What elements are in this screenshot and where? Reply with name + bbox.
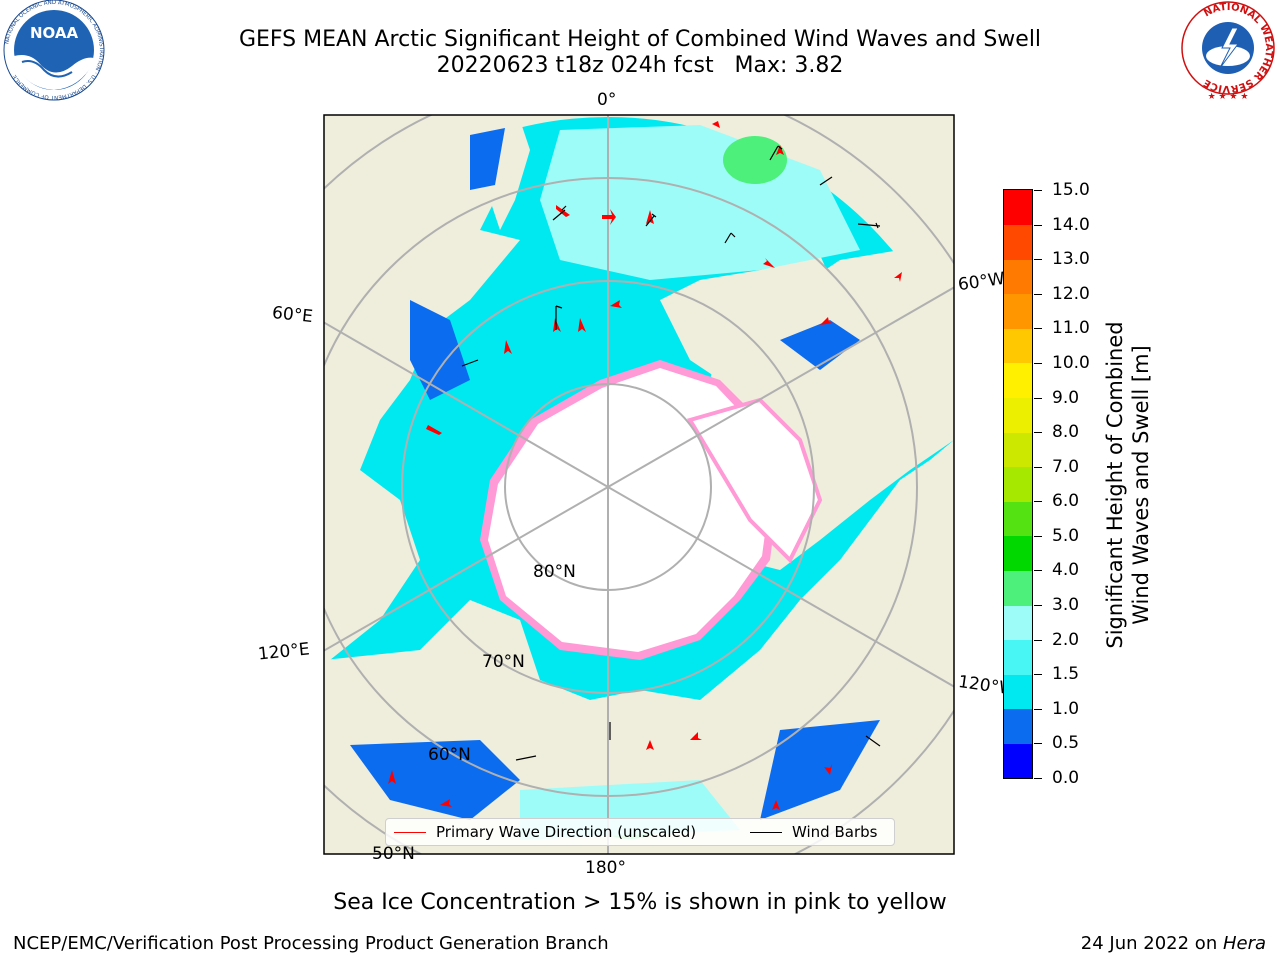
colorbar-title: Significant Height of Combined Wind Wave… bbox=[1102, 275, 1154, 695]
colorbar-tick bbox=[1034, 743, 1042, 745]
colorbar-band bbox=[1004, 639, 1032, 675]
label-lat-70: 70°N bbox=[482, 652, 525, 672]
colorbar-tick-label: 12.0 bbox=[1052, 283, 1090, 304]
colorbar-band bbox=[1004, 190, 1032, 226]
colorbar-tick bbox=[1034, 224, 1042, 226]
noaa-logo-text: NOAA bbox=[30, 24, 79, 42]
colorbar-tick bbox=[1034, 605, 1042, 607]
footer-system: Hera bbox=[1222, 933, 1266, 954]
colorbar-band bbox=[1004, 328, 1032, 364]
colorbar-tick-label: 3.0 bbox=[1052, 595, 1080, 616]
wave-field-low-1 bbox=[470, 128, 505, 190]
noaa-logo: NOAA NATIONAL OCEANIC AND ATMOSPHERIC AD… bbox=[3, 0, 105, 101]
wave-field-high-1 bbox=[723, 136, 787, 184]
footer-date: 24 Jun 2022 on Hera bbox=[1081, 933, 1266, 954]
colorbar-band bbox=[1004, 224, 1032, 260]
wave-direction-arrows bbox=[388, 121, 902, 810]
colorbar-band bbox=[1004, 674, 1032, 710]
colorbar-tick-label: 6.0 bbox=[1052, 491, 1080, 512]
colorbar-band bbox=[1004, 708, 1032, 744]
graticule bbox=[324, 115, 954, 854]
land-greenland bbox=[660, 255, 840, 380]
colorbar-tick bbox=[1034, 674, 1042, 676]
colorbar-band bbox=[1004, 501, 1032, 537]
colorbar-tick bbox=[1034, 259, 1042, 261]
colorbar-tick bbox=[1034, 293, 1042, 295]
colorbar-tick bbox=[1034, 639, 1042, 641]
colorbar-tick bbox=[1034, 328, 1042, 330]
colorbar-band bbox=[1004, 397, 1032, 433]
colorbar-tick-label: 5.0 bbox=[1052, 525, 1080, 546]
label-lat-80: 80°N bbox=[533, 562, 576, 582]
label-lon-180: 180° bbox=[585, 858, 626, 878]
label-lon-60e: 60°E bbox=[271, 302, 314, 328]
colorbar-band bbox=[1004, 605, 1032, 641]
footer-date-text: 24 Jun 2022 on bbox=[1080, 933, 1223, 954]
label-lon-0: 0° bbox=[597, 90, 617, 110]
wave-field-low-2 bbox=[410, 300, 470, 400]
label-lat-50: 50°N bbox=[372, 844, 415, 864]
colorbar-band bbox=[1004, 743, 1032, 779]
colorbar-tick-label: 8.0 bbox=[1052, 422, 1080, 443]
colorbar-tick bbox=[1034, 708, 1042, 710]
map-title: GEFS MEAN Arctic Significant Height of C… bbox=[238, 27, 1042, 52]
wave-field-low-5 bbox=[760, 720, 880, 820]
label-lat-60: 60°N bbox=[428, 745, 471, 765]
colorbar-tick-label: 1.5 bbox=[1052, 664, 1080, 685]
colorbar-tick bbox=[1034, 432, 1042, 434]
colorbar-band bbox=[1004, 362, 1032, 399]
colorbar-tick-label: 2.0 bbox=[1052, 629, 1080, 650]
colorbar-tick-label: 4.0 bbox=[1052, 560, 1080, 581]
colorbar bbox=[1003, 189, 1033, 779]
colorbar-band bbox=[1004, 432, 1032, 468]
colorbar-band bbox=[1004, 293, 1032, 329]
colorbar-tick-label: 9.0 bbox=[1052, 387, 1080, 408]
wave-field-low-3 bbox=[780, 320, 860, 370]
wave-field-low-4 bbox=[350, 740, 520, 820]
colorbar-tick-label: 15.0 bbox=[1052, 180, 1090, 200]
legend-wave-line bbox=[394, 832, 426, 833]
colorbar-tick bbox=[1034, 501, 1042, 503]
footer-credit: NCEP/EMC/Verification Post Processing Pr… bbox=[13, 933, 609, 954]
colorbar-band bbox=[1004, 535, 1032, 571]
map-subtitle: 20220623 t18z 024h fcst Max: 3.82 bbox=[436, 53, 844, 78]
sea-ice-archipelago bbox=[686, 397, 823, 564]
colorbar-tick-label: 10.0 bbox=[1052, 352, 1090, 373]
colorbar-tick-label: 0.0 bbox=[1052, 768, 1080, 788]
colorbar-tick bbox=[1034, 190, 1042, 191]
colorbar-tick bbox=[1034, 362, 1042, 364]
colorbar-tick-label: 13.0 bbox=[1052, 249, 1090, 270]
legend-barb-label: Wind Barbs bbox=[792, 823, 878, 841]
colorbar-tick bbox=[1034, 570, 1042, 572]
colorbar-tick bbox=[1034, 778, 1042, 779]
colorbar-title-line1: Significant Height of Combined bbox=[1103, 321, 1127, 649]
colorbar-title-line2: Wind Waves and Swell [m] bbox=[1129, 345, 1153, 625]
wind-barbs bbox=[461, 145, 881, 761]
colorbar-tick-label: 7.0 bbox=[1052, 456, 1080, 477]
land-eurasia-west bbox=[324, 115, 520, 660]
sea-ice-caption: Sea Ice Concentration > 15% is shown in … bbox=[333, 890, 947, 915]
legend-wave-label: Primary Wave Direction (unscaled) bbox=[436, 823, 697, 841]
colorbar-tick bbox=[1034, 397, 1042, 399]
colorbar-band bbox=[1004, 570, 1032, 606]
colorbar-tick-label: 11.0 bbox=[1052, 318, 1090, 339]
colorbar-tick bbox=[1034, 466, 1042, 468]
map-frame bbox=[323, 114, 955, 855]
colorbar-tick-label: 0.5 bbox=[1052, 733, 1080, 754]
nws-logo: NATIONAL WEATHER SERVICE ★ ★ ★ ★ bbox=[1181, 1, 1275, 102]
colorbar-tick-label: 1.0 bbox=[1052, 698, 1080, 719]
colorbar-band bbox=[1004, 259, 1032, 295]
svg-text:★ ★ ★ ★: ★ ★ ★ ★ bbox=[1208, 92, 1249, 102]
legend-barb-line bbox=[750, 832, 782, 833]
colorbar-band bbox=[1004, 466, 1032, 502]
map-legend: Primary Wave Direction (unscaled) Wind B… bbox=[385, 818, 895, 846]
colorbar-tick-label: 14.0 bbox=[1052, 214, 1090, 235]
colorbar-tick bbox=[1034, 535, 1042, 537]
